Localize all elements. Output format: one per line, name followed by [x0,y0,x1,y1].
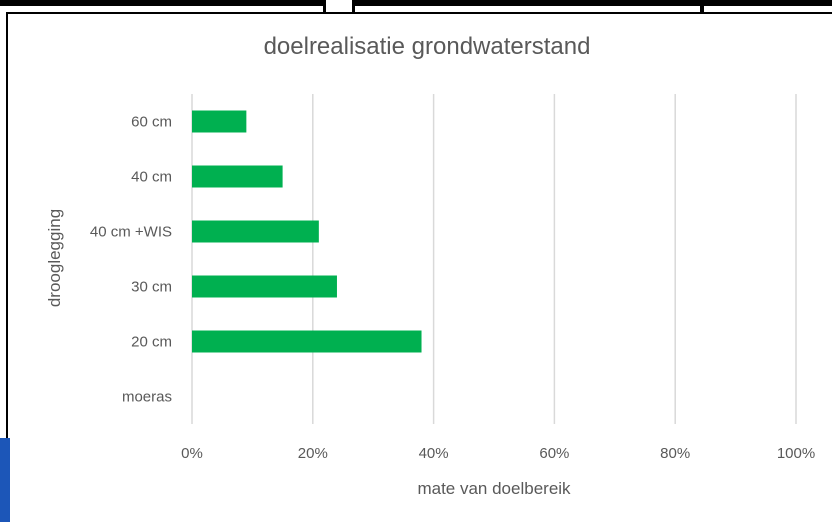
x-tick-label: 80% [660,445,690,462]
x-tick-labels: 0% 20% 40% 60% 80% 100% [181,445,815,462]
x-tick-label: 40% [419,445,449,462]
bar [192,275,337,298]
chart-title: doelrealisatie grondwaterstand [264,33,591,60]
chart-area [6,12,832,522]
category-label: 30 cm [131,279,172,296]
category-label: moeras [122,389,172,406]
category-labels: 60 cm 40 cm 40 cm +WIS 30 cm 20 cm moeras [90,114,172,406]
bar [192,165,283,188]
x-tick-label: 60% [539,445,569,462]
category-label: 20 cm [131,334,172,351]
bar [192,330,422,353]
gridlines [191,94,797,424]
x-axis-title: mate van doelbereik [417,479,571,498]
top-connector-right [700,0,704,14]
top-connector [323,0,355,12]
category-label: 40 cm +WIS [90,224,172,241]
category-label: 40 cm [131,169,172,186]
bars [192,110,422,353]
y-axis-title: drooglegging [45,209,64,307]
x-tick-label: 0% [181,445,203,462]
top-border [0,0,832,6]
category-label: 60 cm [131,114,172,131]
bar [192,220,319,243]
x-tick-label: 100% [777,445,815,462]
bar [192,110,247,133]
x-tick-label: 20% [298,445,328,462]
blue-edge-shape [0,438,10,522]
